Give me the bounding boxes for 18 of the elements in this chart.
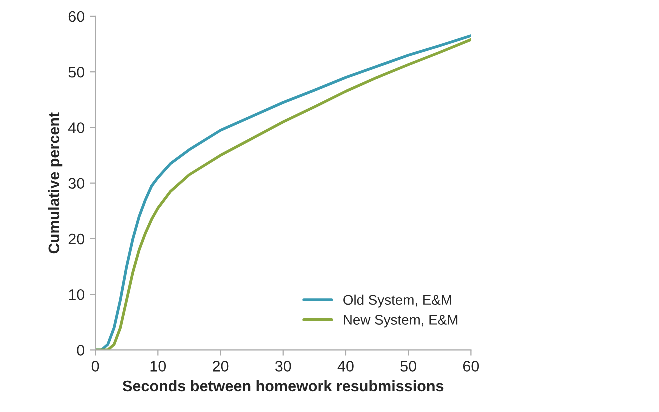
x-tick-label: 20 xyxy=(213,361,229,372)
y-axis-title: Cumulative percent xyxy=(48,112,63,254)
x-tick-label: 50 xyxy=(400,361,416,372)
legend-label: New System, E&M xyxy=(344,315,458,328)
y-tick-label: 10 xyxy=(69,289,85,300)
x-axis-title: Seconds between homework resubmissions xyxy=(122,380,444,392)
legend-label: Old System, E&M xyxy=(344,294,452,308)
x-tick-label: 30 xyxy=(275,361,292,372)
y-tick-label: 30 xyxy=(68,178,85,190)
x-tick-label: 0 xyxy=(92,361,100,372)
y-tick-label: 50 xyxy=(68,66,85,78)
x-tick-label: 60 xyxy=(463,361,480,372)
y-tick-label: 20 xyxy=(68,234,85,245)
x-tick-label: 40 xyxy=(338,361,354,372)
x-tick-label: 10 xyxy=(150,361,166,372)
y-tick-label: 40 xyxy=(68,122,85,134)
y-tick-label: 60 xyxy=(68,11,85,22)
y-tick-label: 0 xyxy=(77,345,85,356)
